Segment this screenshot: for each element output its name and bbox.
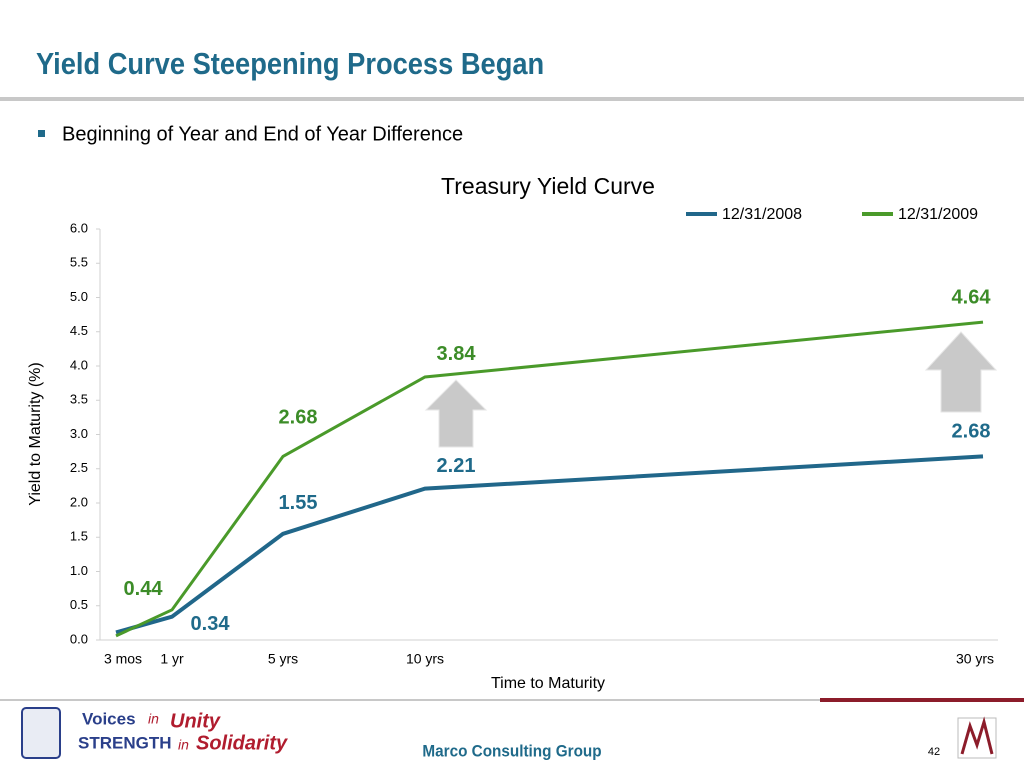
logo-text: Voices <box>82 709 136 728</box>
series-line <box>115 320 984 638</box>
y-axis-label: Yield to Maturity (%) <box>27 362 44 505</box>
y-tick-label: 3.0 <box>70 426 88 441</box>
footer-rule-red <box>820 698 1024 702</box>
y-tick-label: 0.5 <box>70 597 88 612</box>
y-tick-label: 2.5 <box>70 460 88 475</box>
y-tick-label: 4.0 <box>70 357 88 372</box>
data-label: 0.44 <box>124 578 164 600</box>
data-label: 2.68 <box>279 407 318 429</box>
x-axis-label: Time to Maturity <box>491 675 605 692</box>
x-tick-label: 10 yrs <box>406 651 444 667</box>
up-arrow <box>424 379 488 448</box>
y-tick-label: 5.5 <box>70 255 88 270</box>
legend-label: 12/31/2008 <box>722 206 802 223</box>
footer-text: Marco Consulting Group <box>422 742 601 761</box>
top-rule <box>0 97 1024 101</box>
x-tick-label: 1 yr <box>160 651 184 667</box>
data-label: 1.55 <box>279 492 318 514</box>
y-tick-label: 6.0 <box>70 220 88 235</box>
logo-text: in <box>148 711 159 727</box>
data-label: 2.21 <box>437 455 476 477</box>
y-tick-label: 3.5 <box>70 392 88 407</box>
x-tick-label: 5 yrs <box>268 651 298 667</box>
logo-text: STRENGTH <box>78 733 172 752</box>
y-tick-label: 2.0 <box>70 494 88 509</box>
slide-title: Yield Curve Steepening Process Began <box>36 48 544 82</box>
data-label: 2.68 <box>952 421 991 443</box>
y-tick-label: 1.5 <box>70 529 88 544</box>
bullet-text: Beginning of Year and End of Year Differ… <box>62 123 463 145</box>
up-arrow <box>924 331 998 413</box>
data-label: 3.84 <box>437 343 477 365</box>
y-tick-label: 1.0 <box>70 563 88 578</box>
page-number: 42 <box>928 746 940 758</box>
bullet-marker <box>38 130 45 137</box>
y-tick-label: 0.0 <box>70 631 88 646</box>
logo-text: in <box>178 737 189 753</box>
y-tick-label: 5.0 <box>70 289 88 304</box>
data-label: 0.34 <box>191 613 231 635</box>
series-line <box>115 454 984 635</box>
chart-title: Treasury Yield Curve <box>441 173 655 199</box>
company-logo-mark <box>960 716 994 755</box>
logo-text: Unity <box>170 710 221 732</box>
y-tick-label: 4.5 <box>70 323 88 338</box>
company-logo <box>957 717 997 759</box>
x-tick-label: 30 yrs <box>956 651 994 667</box>
footer-rule <box>0 699 820 701</box>
legend-label: 12/31/2009 <box>898 206 978 223</box>
logo-badge <box>21 707 61 759</box>
x-tick-label: 3 mos <box>104 651 142 667</box>
data-label: 4.64 <box>952 286 992 308</box>
logo-text: Solidarity <box>196 732 288 754</box>
